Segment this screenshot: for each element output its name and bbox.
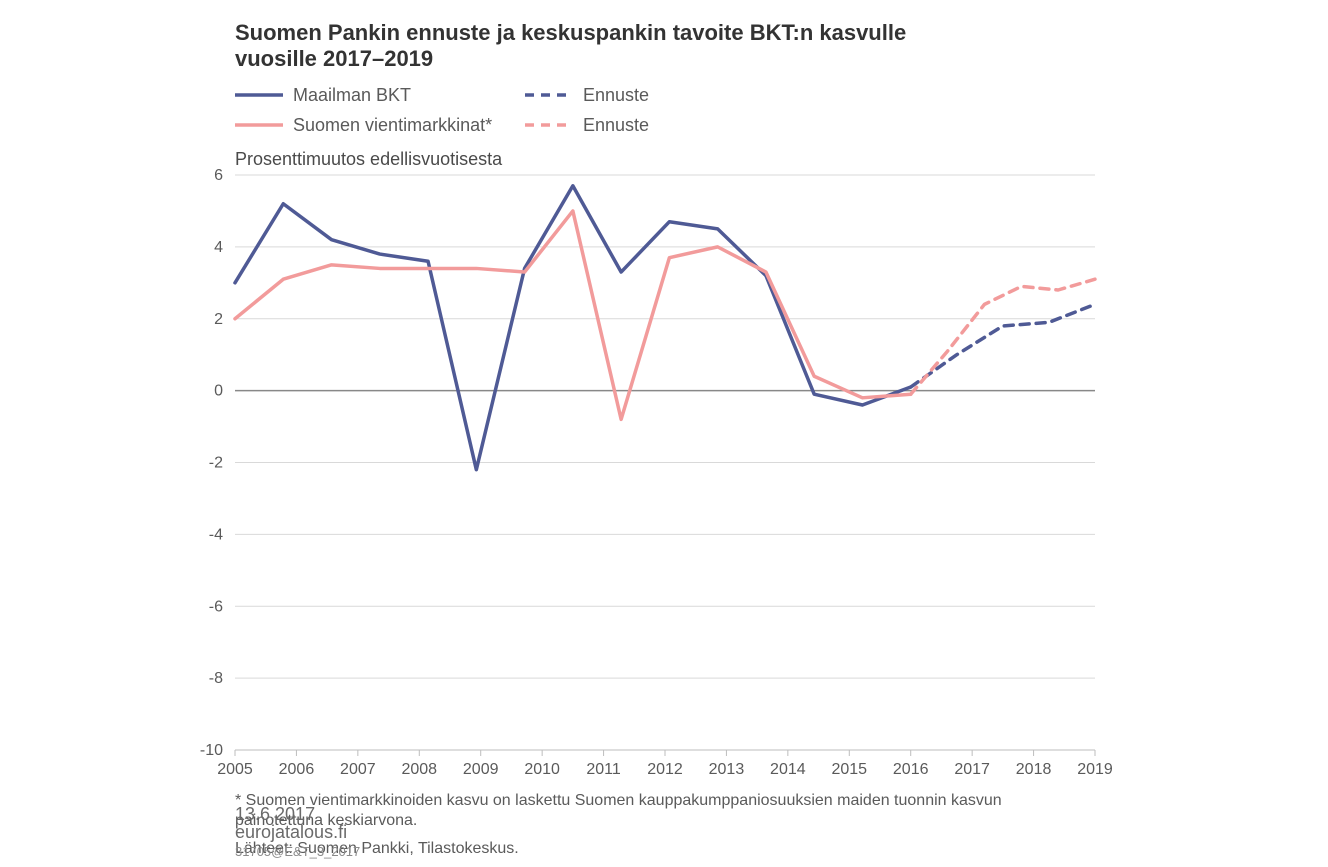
x-tick-label: 2019 xyxy=(1077,761,1113,778)
chart-footer-line: eurojatalous.fi xyxy=(235,822,347,842)
gridlines xyxy=(235,175,1095,750)
x-axis-labels: 2005 2006 2007 2008 2009 2010 2011 2012 2013 2014… xyxy=(217,750,1113,778)
x-tick-label: 2013 xyxy=(709,761,745,778)
y-tick-label: -4 xyxy=(209,526,223,543)
y-tick-label: -10 xyxy=(200,742,223,759)
chart-footnote: * Suomen vientimarkkinoiden kasvu on las… xyxy=(235,792,1002,809)
x-tick-label: 2018 xyxy=(1016,761,1052,778)
x-tick-label: 2017 xyxy=(954,761,990,778)
x-tick-label: 2011 xyxy=(586,761,621,778)
x-tick-label: 2006 xyxy=(279,761,315,778)
x-tick-label: 2008 xyxy=(401,761,437,778)
x-tick-label: 2016 xyxy=(893,761,929,778)
line-chart: -10-8-6-4-202462005200620072008200920102… xyxy=(0,0,1328,867)
legend-label: Suomen vientimarkkinat* xyxy=(293,115,492,135)
legend: Maailman BKT Ennuste Suomen vientimarkkina… xyxy=(235,85,649,135)
x-tick-label: 2007 xyxy=(340,761,376,778)
legend-label: Ennuste xyxy=(583,115,649,135)
chart-title-line: Suomen Pankin ennuste ja keskuspankin ta… xyxy=(235,20,906,45)
x-tick-label: 2005 xyxy=(217,761,253,778)
x-tick-label: 2009 xyxy=(463,761,499,778)
series-fin_export_fc xyxy=(911,279,1095,394)
x-tick-label: 2010 xyxy=(524,761,560,778)
series-world_gdp_fc xyxy=(911,304,1095,387)
y-tick-label: 4 xyxy=(214,239,223,256)
x-tick-label: 2015 xyxy=(831,761,867,778)
series-world_gdp xyxy=(235,186,911,470)
y-tick-label: 2 xyxy=(214,311,223,328)
legend-label: Ennuste xyxy=(583,85,649,105)
y-tick-label: 0 xyxy=(214,383,223,400)
x-tick-label: 2012 xyxy=(647,761,683,778)
y-tick-label: 6 xyxy=(214,167,223,184)
x-tick-label: 2014 xyxy=(770,761,806,778)
y-axis-labels: -10 -8 -6 -4 -2 0 2 4 6 xyxy=(200,167,223,759)
legend-label: Maailman BKT xyxy=(293,85,411,105)
chart-footer-line: 31705@E&T_3_2017 xyxy=(235,844,360,859)
chart-footer-line: 13.6.2017 xyxy=(235,804,315,824)
y-tick-label: -8 xyxy=(209,670,223,687)
y-tick-label: -6 xyxy=(209,598,223,615)
chart-title-line: vuosille 2017–2019 xyxy=(235,46,433,71)
y-tick-label: -2 xyxy=(209,455,223,472)
chart-subtitle: Prosenttimuutos edellisvuotisesta xyxy=(235,149,503,169)
